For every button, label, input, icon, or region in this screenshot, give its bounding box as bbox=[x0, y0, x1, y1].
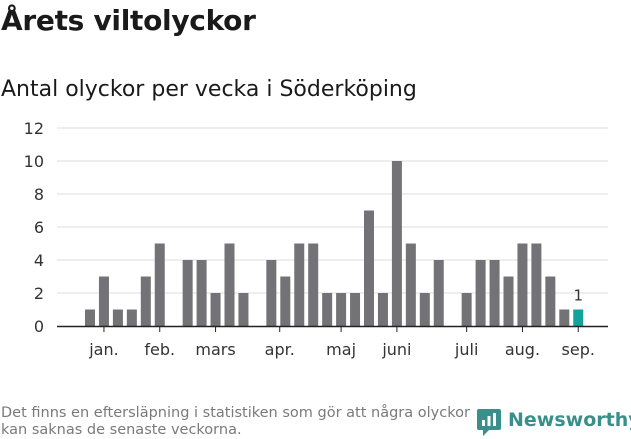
bar bbox=[196, 260, 207, 326]
y-tick-label: 6 bbox=[34, 218, 44, 237]
x-tick-label: maj bbox=[326, 340, 356, 359]
data-label: 1 bbox=[573, 287, 583, 305]
bar bbox=[545, 276, 556, 326]
y-tick-label: 8 bbox=[34, 185, 44, 204]
bar bbox=[433, 260, 444, 326]
bar bbox=[531, 243, 542, 326]
bar bbox=[364, 210, 374, 326]
bar bbox=[154, 243, 165, 326]
bar-chart: 0 2 4 6 8 10 12 jan. feb. mars apr. maj juni juli aug.… bbox=[24, 119, 608, 359]
y-tick-label: 4 bbox=[34, 251, 44, 270]
newsworthy-logo-icon bbox=[477, 409, 501, 436]
x-tick-label: juli bbox=[454, 340, 478, 359]
bar bbox=[475, 260, 486, 326]
bar bbox=[391, 161, 402, 326]
bar bbox=[98, 276, 109, 326]
x-tick-label: apr. bbox=[265, 340, 295, 359]
bar bbox=[461, 293, 472, 326]
bar bbox=[503, 276, 514, 326]
bar bbox=[126, 309, 137, 326]
x-tick-label: sep. bbox=[562, 340, 595, 359]
y-tick-label: 2 bbox=[34, 284, 44, 303]
y-tick-label: 12 bbox=[24, 119, 44, 138]
bar bbox=[112, 309, 123, 326]
bar bbox=[182, 260, 193, 326]
bar bbox=[559, 309, 570, 326]
y-tick-label: 0 bbox=[34, 317, 44, 336]
bar bbox=[210, 293, 221, 326]
bar bbox=[377, 293, 388, 326]
x-tick-label: feb. bbox=[144, 340, 175, 359]
footnote: Det finns en eftersläpning i statistiken… bbox=[1, 405, 470, 438]
bar bbox=[336, 293, 347, 326]
bar bbox=[280, 276, 291, 326]
bar bbox=[322, 293, 333, 326]
x-tick-label: mars bbox=[195, 340, 235, 359]
bar bbox=[266, 260, 277, 326]
x-tick-label: juni bbox=[381, 340, 411, 359]
bar-highlight bbox=[573, 309, 584, 326]
bar bbox=[419, 293, 430, 326]
x-tick-label: aug. bbox=[505, 340, 540, 359]
bar bbox=[140, 276, 151, 326]
bar bbox=[405, 243, 416, 326]
brand-name: Newsworthy bbox=[508, 409, 631, 431]
chart-subtitle: Antal olyckor per vecka i Söderköping bbox=[1, 77, 417, 102]
bar bbox=[294, 243, 305, 326]
bar bbox=[517, 243, 528, 326]
y-tick-label: 10 bbox=[24, 152, 44, 171]
bar bbox=[238, 293, 249, 326]
chart-title: Årets viltolyckor bbox=[1, 4, 256, 37]
bar bbox=[85, 309, 95, 326]
bar bbox=[224, 243, 235, 326]
bar bbox=[350, 293, 361, 326]
bar bbox=[489, 260, 500, 326]
bar bbox=[308, 243, 319, 326]
x-tick-label: jan. bbox=[88, 340, 118, 359]
